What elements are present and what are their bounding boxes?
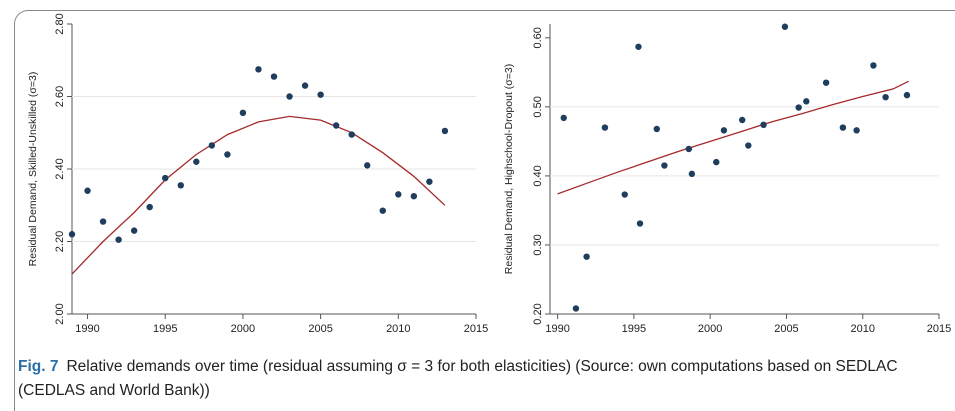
chart1-data-point	[270, 73, 278, 80]
chart2-data-point	[653, 125, 660, 133]
chart1-data-point	[99, 218, 107, 225]
figure-label: Fig. 7	[18, 358, 59, 375]
chart1-data-point	[68, 231, 76, 238]
chart1-data-point	[332, 122, 340, 129]
chart2-x-tick-label: 2010	[850, 323, 874, 335]
chart2-x-tick-label: 2005	[774, 323, 798, 335]
chart2-data-point	[803, 98, 810, 105]
chart2-data-point	[781, 23, 789, 30]
chart1-x-tick-label: 2000	[231, 323, 255, 335]
chart2-data-point	[760, 121, 767, 129]
chart2-fit-line	[557, 80, 909, 195]
chart1-y-tick-label: 2.60	[54, 86, 66, 107]
chart-highschool-dropout: 0.20 0.30 0.40 0.50 0.60 1990 1995 2000 2005 2010…	[496, 14, 951, 336]
chart2-data-point	[635, 43, 642, 50]
chart1-y-tick-label: 2.20	[54, 231, 66, 252]
chart2-data-point	[601, 124, 609, 131]
chart2-data-point	[713, 158, 720, 166]
chart2-data-point	[853, 127, 860, 134]
chart1-data-point	[426, 178, 433, 185]
chart1-data-point	[301, 82, 309, 89]
chart2-data-point	[839, 124, 847, 131]
chart2-data-point	[870, 62, 877, 69]
chart2-data-point	[882, 93, 889, 101]
chart2-data-point	[583, 253, 590, 260]
chart-skilled-unskilled: 2.00 2.20 2.40 2.60 2.80 1990 1995 2000 2005 2010…	[20, 13, 488, 336]
chart2-x-tick-label: 1990	[545, 323, 569, 335]
chart-svg-left: 2.00 2.20 2.40 2.60 2.80 1990 1995 2000 2005 2010…	[27, 13, 488, 335]
chart2-data-point	[572, 305, 580, 312]
figure-caption-text: Relative demands over time (residual ass…	[18, 358, 898, 399]
chart2-data-point	[636, 220, 644, 227]
chart1-x-tick-label: 1995	[153, 323, 177, 335]
chart1-data-point	[84, 187, 91, 194]
chart1-data-point	[317, 91, 324, 98]
chart1-data-point	[239, 109, 247, 117]
chart1-data-point	[255, 66, 262, 73]
chart2-y-tick-label: 0.40	[532, 165, 544, 186]
chart2-data-point	[795, 104, 802, 111]
chart1-x-tick-label: 1990	[75, 323, 99, 335]
chart1-y-tick-label: 2.00	[54, 303, 66, 324]
chart1-y-tick-label: 2.40	[54, 158, 66, 179]
chart2-data-point	[688, 170, 696, 178]
chart1-fit-line	[71, 115, 446, 275]
chart1-data-point	[395, 191, 402, 198]
chart2-data-point	[903, 91, 911, 99]
chart1-data-point	[364, 162, 371, 169]
chart1-data-point	[115, 236, 122, 243]
chart1-x-tick-label: 2005	[308, 323, 332, 335]
chart2-y-tick-label: 0.20	[532, 303, 544, 324]
chart2-y-tick-label: 0.50	[532, 96, 544, 117]
chart1-x-tick-label: 2010	[386, 323, 410, 335]
chart1-y-tick-label: 2.80	[54, 13, 66, 34]
chart2-x-tick-label: 2000	[698, 323, 722, 335]
chart-svg-right: 0.20 0.30 0.40 0.50 0.60 1990 1995 2000 2005 2010…	[503, 23, 951, 335]
figure-border	[14, 10, 955, 411]
chart2-data-point	[745, 142, 752, 149]
chart2-y-tick-label: 0.60	[532, 27, 544, 48]
chart1-x-tick-label: 2015	[464, 323, 488, 335]
chart2-x-tick-label: 2015	[927, 323, 951, 335]
chart2-data-point	[621, 191, 628, 198]
chart2-data-point	[822, 79, 830, 86]
chart1-data-point	[410, 192, 418, 200]
chart1-data-point	[348, 131, 355, 138]
chart2-x-tick-label: 1995	[622, 323, 646, 335]
chart2-data-point	[560, 114, 567, 122]
chart1-data-point	[146, 203, 153, 211]
chart1-data-point	[224, 151, 231, 158]
chart2-y-tick-label: 0.30	[532, 234, 544, 255]
chart1-data-point	[193, 158, 200, 165]
chart1-data-point	[162, 174, 169, 182]
chart1-data-point	[286, 93, 293, 100]
chart1-data-point	[379, 207, 386, 214]
chart1-data-point	[208, 142, 216, 149]
chart1-y-axis-title: Residual Demand, Skilled-Unskilled (σ=3)	[27, 72, 39, 267]
chart2-data-point	[685, 145, 693, 153]
chart2-data-point	[661, 162, 668, 169]
figure-caption: Fig. 7 Relative demands over time (residu…	[18, 355, 948, 403]
chart2-y-axis-title: Residual Demand, Highschool-Dropout (σ=3…	[503, 64, 515, 274]
chart1-data-point	[130, 227, 138, 234]
chart2-data-point	[720, 127, 728, 134]
chart1-data-point	[177, 182, 184, 189]
chart1-data-point	[441, 127, 449, 135]
chart2-data-point	[739, 116, 746, 124]
